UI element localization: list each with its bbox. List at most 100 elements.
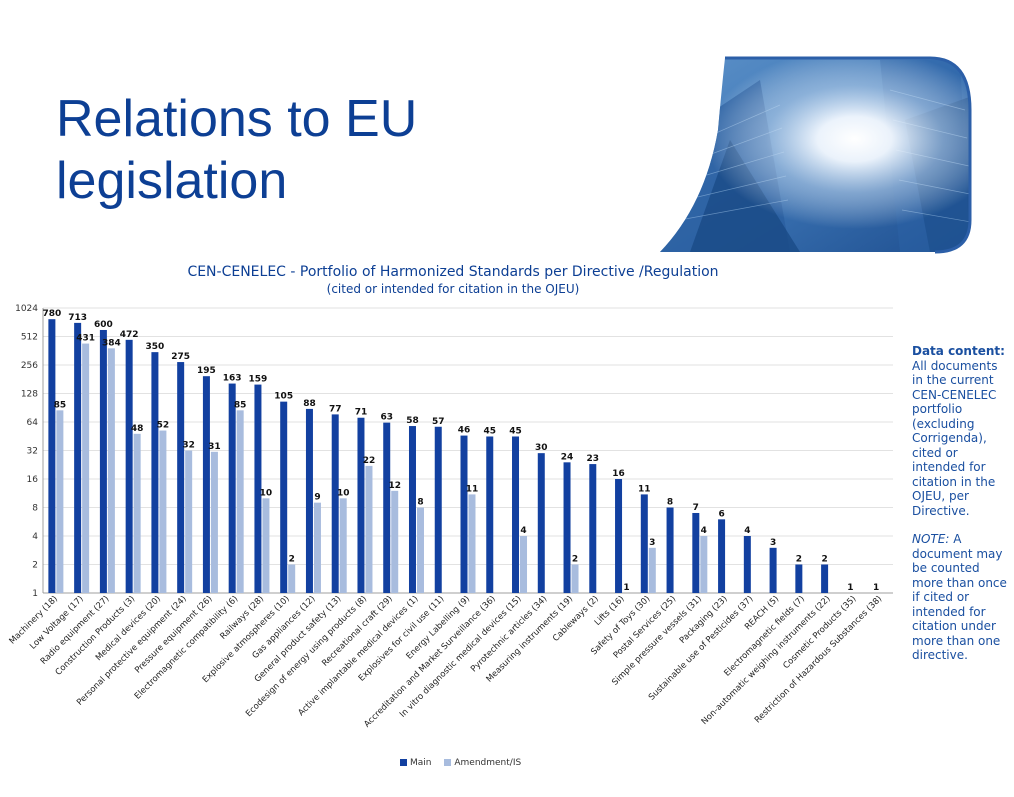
- bar-amendment: [107, 348, 115, 593]
- note-heading: Data content:: [912, 344, 1005, 358]
- value-label-main: 16: [612, 469, 625, 479]
- value-label-main: 2: [821, 555, 827, 565]
- skyscraper-photo: [660, 58, 970, 252]
- value-label-main: 24: [561, 452, 574, 462]
- value-label-main: 71: [355, 408, 368, 418]
- bar-main: [177, 362, 185, 593]
- bar-main: [202, 376, 210, 593]
- value-label-main: 57: [432, 417, 445, 427]
- value-label-main: 45: [483, 426, 496, 436]
- x-axis-labels: Machinery (18)Low Voltage (17)Radio equi…: [7, 594, 884, 730]
- bar-main: [357, 417, 365, 593]
- bar-amendment: [56, 410, 64, 593]
- y-tick-label: 512: [21, 333, 38, 343]
- value-label-amendment: 9: [314, 493, 320, 503]
- value-label-amendment: 10: [337, 488, 350, 498]
- value-label-amendment: 12: [388, 481, 401, 491]
- bar-amendment: [82, 343, 90, 593]
- bar-amendment: [339, 498, 347, 593]
- bar-main: [563, 462, 571, 593]
- bar-main: [383, 422, 391, 593]
- legend-swatch-amendment: [444, 759, 452, 766]
- legend-swatch-main: [400, 759, 407, 766]
- value-label-main: 195: [197, 366, 216, 376]
- value-label-amendment: 52: [157, 421, 170, 431]
- value-label-main: 350: [146, 342, 165, 352]
- bar-amendment: [571, 564, 579, 593]
- bar-main: [486, 436, 494, 593]
- value-label-main: 780: [42, 309, 61, 319]
- y-tick-label: 128: [21, 390, 38, 400]
- bar-main: [589, 464, 597, 593]
- value-label-main: 63: [380, 413, 393, 423]
- value-label-main: 275: [171, 352, 190, 362]
- y-tick-label: 32: [27, 447, 38, 457]
- legend-label-main: Main: [410, 758, 432, 768]
- bar-main: [99, 329, 107, 593]
- bar-amendment: [648, 547, 656, 593]
- y-tick-label: 64: [27, 418, 39, 428]
- legend-label-amendment: Amendment/IS: [454, 758, 522, 768]
- value-label-amendment: 4: [701, 526, 707, 536]
- value-label-main: 105: [274, 392, 293, 402]
- value-label-main: 88: [303, 399, 316, 409]
- bar-main: [743, 536, 751, 593]
- bar-main: [795, 564, 803, 593]
- y-tick-label: 8: [32, 504, 38, 514]
- value-label-amendment: 1: [623, 583, 629, 593]
- value-label-amendment: 2: [289, 555, 295, 565]
- value-label-main: 58: [406, 416, 419, 426]
- bar-amendment: [313, 502, 321, 593]
- y-tick-label: 256: [21, 361, 38, 371]
- value-label-amendment: 31: [208, 442, 221, 452]
- value-label-amendment: 32: [182, 441, 195, 451]
- bar-main: [537, 453, 545, 593]
- bar-amendment: [365, 465, 373, 593]
- bar-main: [254, 384, 262, 593]
- value-label-amendment: 48: [131, 424, 144, 434]
- note-text: A document may be counted more than once…: [912, 532, 1007, 662]
- bar-main: [125, 339, 133, 593]
- bar-amendment: [262, 498, 270, 593]
- value-label-amendment: 4: [520, 526, 526, 536]
- bar-main: [305, 408, 313, 593]
- bar-main: [408, 426, 416, 593]
- bar-main: [769, 547, 777, 593]
- bar-amendment: [159, 430, 167, 593]
- bar-main: [151, 352, 159, 593]
- bar-amendment: [185, 450, 193, 593]
- bar-main: [434, 426, 442, 593]
- y-tick-label: 1024: [15, 304, 38, 314]
- bar-main: [74, 322, 82, 593]
- page-title: Relations to EU legislation: [56, 90, 418, 210]
- bar-amendment: [133, 433, 141, 593]
- value-label-main: 159: [249, 375, 268, 385]
- value-label-main: 3: [770, 538, 776, 548]
- value-label-main: 1: [873, 583, 879, 593]
- chart-legend: Main Amendment/IS: [400, 758, 531, 768]
- bar-main: [666, 507, 674, 593]
- data-content-note: Data content: All documents in the curre…: [912, 344, 1008, 677]
- chart-bars: [48, 319, 829, 593]
- y-tick-label: 2: [32, 561, 38, 571]
- value-label-main: 1: [847, 583, 853, 593]
- value-label-amendment: 3: [649, 538, 655, 548]
- x-axis-label: Active implantable medical devices (1): [296, 594, 420, 718]
- value-label-main: 8: [667, 498, 673, 508]
- bar-amendment: [210, 451, 218, 593]
- bar-main: [331, 414, 339, 593]
- bar-amendment: [416, 507, 424, 593]
- value-label-amendment: 431: [76, 334, 95, 344]
- value-label-amendment: 8: [417, 498, 423, 508]
- value-labels: 7808571343160038447248350522753219531163…: [42, 309, 879, 593]
- y-tick-label: 16: [27, 475, 39, 485]
- slide-header-banner: [0, 56, 972, 254]
- bar-main: [692, 512, 700, 593]
- bar-amendment: [520, 536, 528, 593]
- value-label-main: 6: [718, 509, 724, 519]
- bar-amendment: [391, 490, 399, 593]
- y-axis-ticks: 1 2 4 8 16 32 64 128 256 512 1024: [15, 304, 38, 599]
- bar-main: [640, 494, 648, 593]
- photo-frame: [725, 56, 972, 254]
